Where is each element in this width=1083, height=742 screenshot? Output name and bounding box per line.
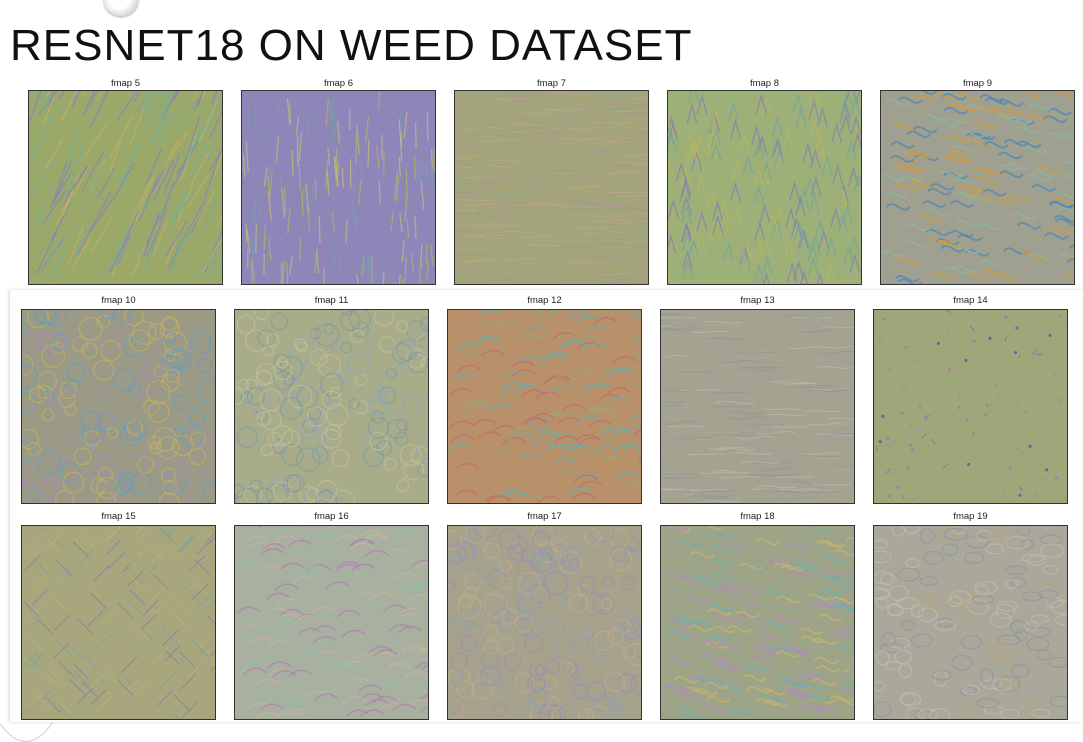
feature-map-image — [880, 90, 1075, 285]
feature-map-image — [447, 309, 642, 504]
feature-map-cell: fmap 9 — [880, 80, 1075, 285]
feature-map-texture — [661, 526, 854, 719]
feature-map-texture — [661, 310, 854, 503]
feature-map-label: fmap 9 — [880, 78, 1075, 89]
feature-map-texture — [235, 526, 428, 719]
feature-map-texture — [29, 91, 222, 284]
feature-map-cell: fmap 14 — [873, 297, 1068, 504]
feature-map-texture — [22, 526, 215, 719]
feature-map-cell: fmap 19 — [873, 513, 1068, 720]
feature-map-label: fmap 13 — [660, 295, 855, 306]
feature-map-image — [21, 309, 216, 504]
feature-map-texture — [22, 310, 215, 503]
feature-map-label: fmap 18 — [660, 511, 855, 522]
feature-map-image — [660, 525, 855, 720]
feature-map-cell: fmap 18 — [660, 513, 855, 720]
feature-map-label: fmap 5 — [28, 78, 223, 89]
feature-map-label: fmap 11 — [234, 295, 429, 306]
feature-map-image — [241, 90, 436, 285]
feature-map-image — [454, 90, 649, 285]
feature-map-image — [234, 525, 429, 720]
feature-map-texture — [235, 310, 428, 503]
feature-map-label: fmap 19 — [873, 511, 1068, 522]
feature-map-cell: fmap 8 — [667, 80, 862, 285]
feature-map-image — [873, 309, 1068, 504]
feature-map-label: fmap 17 — [447, 511, 642, 522]
feature-map-texture — [455, 91, 648, 284]
feature-map-texture — [881, 91, 1074, 284]
feature-map-image — [234, 309, 429, 504]
feature-map-cell: fmap 13 — [660, 297, 855, 504]
feature-map-image — [667, 90, 862, 285]
feature-map-label: fmap 8 — [667, 78, 862, 89]
feature-map-texture — [448, 526, 641, 719]
feature-map-image — [28, 90, 223, 285]
feature-map-image — [21, 525, 216, 720]
feature-map-texture — [874, 526, 1067, 719]
decorative-circle-icon — [104, 0, 138, 16]
feature-map-cell: fmap 5 — [28, 80, 223, 285]
feature-map-cell: fmap 10 — [21, 297, 216, 504]
feature-map-cell: fmap 6 — [241, 80, 436, 285]
slide: RESNET18 ON WEED DATASET fmap 5 fmap 6 fma… — [0, 0, 1083, 722]
feature-map-cell: fmap 17 — [447, 513, 642, 720]
feature-map-image — [447, 525, 642, 720]
feature-map-label: fmap 7 — [454, 78, 649, 89]
feature-map-label: fmap 15 — [21, 511, 216, 522]
slide-title: RESNET18 ON WEED DATASET — [10, 20, 692, 72]
feature-map-cell: fmap 15 — [21, 513, 216, 720]
feature-map-label: fmap 16 — [234, 511, 429, 522]
feature-map-texture — [874, 310, 1067, 503]
feature-map-label: fmap 14 — [873, 295, 1068, 306]
feature-map-label: fmap 12 — [447, 295, 642, 306]
feature-map-texture — [242, 91, 435, 284]
feature-map-cell: fmap 7 — [454, 80, 649, 285]
feature-map-cell: fmap 12 — [447, 297, 642, 504]
feature-map-texture — [668, 91, 861, 284]
feature-map-texture — [448, 310, 641, 503]
feature-map-image — [873, 525, 1068, 720]
feature-map-label: fmap 10 — [21, 295, 216, 306]
feature-map-image — [660, 309, 855, 504]
feature-map-cell: fmap 16 — [234, 513, 429, 720]
feature-map-label: fmap 6 — [241, 78, 436, 89]
feature-map-cell: fmap 11 — [234, 297, 429, 504]
